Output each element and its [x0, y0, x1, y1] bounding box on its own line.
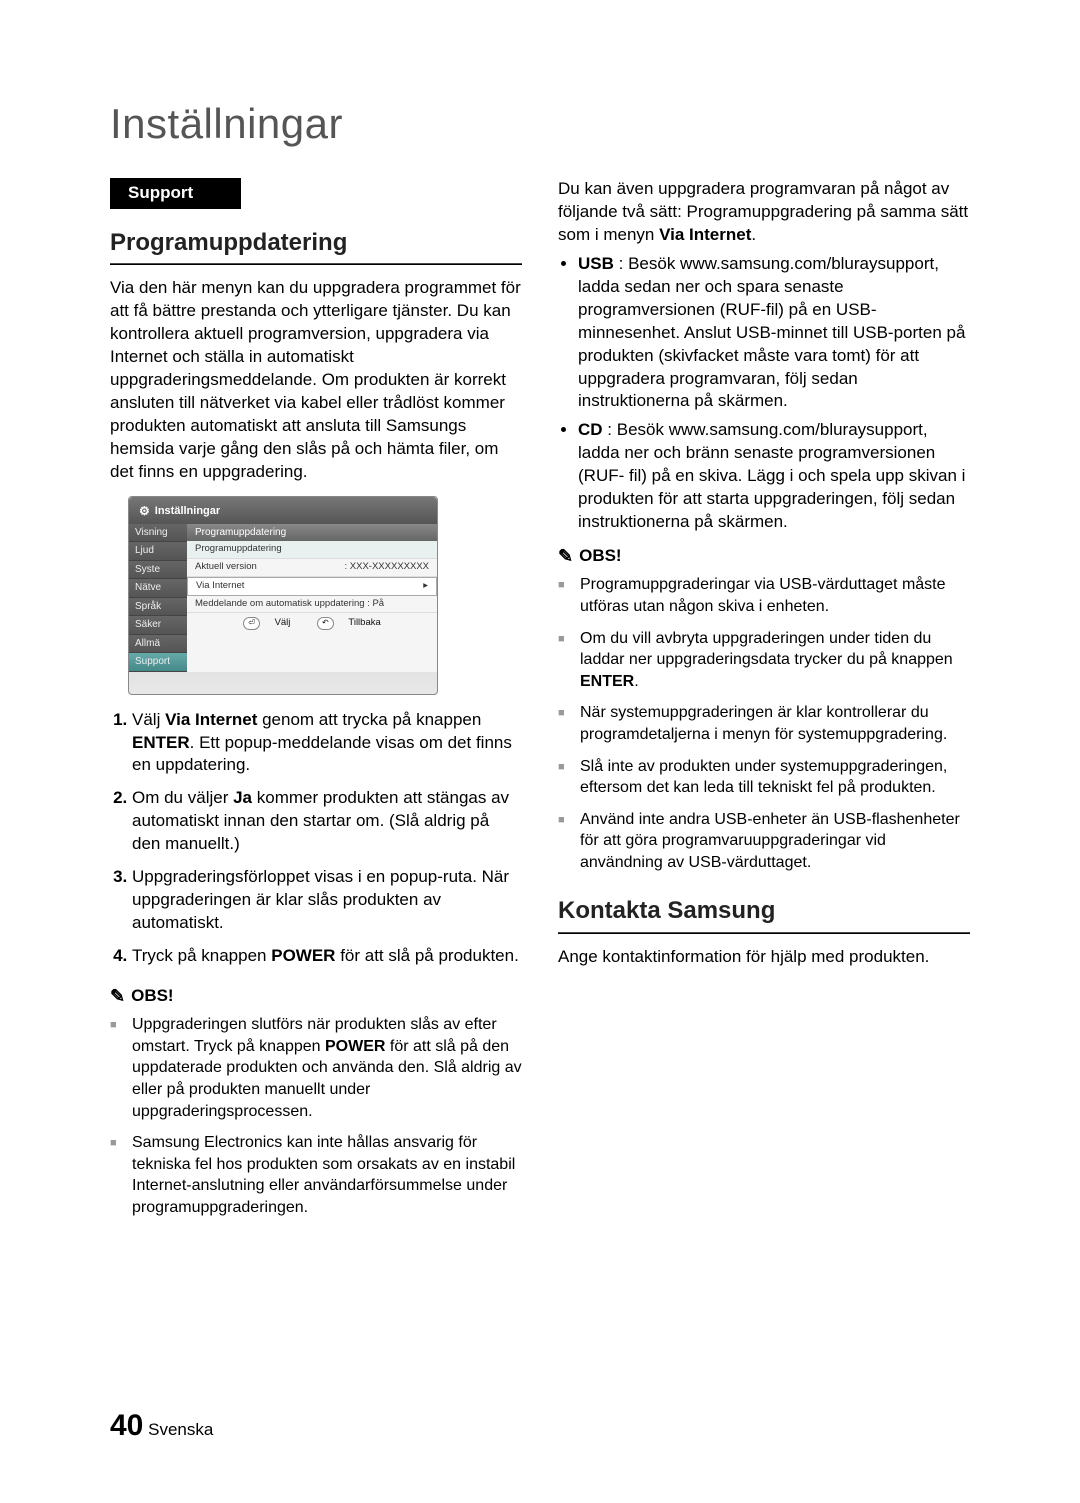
- steps-list: Välj Via Internet genom att trycka på kn…: [110, 709, 522, 968]
- settings-ui-mock: Inställningar Visning Ljud Syste Nätve S…: [128, 496, 438, 695]
- ui-side-item: Visning: [129, 524, 187, 543]
- ui-side-item: Språk: [129, 598, 187, 617]
- ui-side-item: Syste: [129, 561, 187, 580]
- note-label: OBS!: [131, 985, 174, 1008]
- ui-main-head: Programuppdatering: [187, 524, 437, 542]
- right-column: Du kan även uppgradera programvaran på n…: [558, 178, 970, 1229]
- step: Välj Via Internet genom att trycka på kn…: [132, 709, 522, 778]
- note-item: Programuppgraderingar via USB-värduttage…: [580, 574, 970, 617]
- ui-side-item: Ljud: [129, 542, 187, 561]
- ui-side-item: Nätve: [129, 579, 187, 598]
- divider: [110, 263, 522, 265]
- note-item: Uppgraderingen slutförs när produkten sl…: [132, 1014, 522, 1122]
- ui-main: Programuppdatering Programuppdatering Ak…: [187, 524, 437, 672]
- ui-footer: ⏎ Välj ↶ Tillbaka: [187, 613, 437, 634]
- note-header: ✎ OBS!: [110, 984, 522, 1008]
- ui-titlebar: Inställningar: [129, 497, 437, 524]
- ui-row: Programuppdatering: [187, 541, 437, 559]
- ui-side-item: Säker: [129, 616, 187, 635]
- step: Om du väljer Ja kommer produkten att stä…: [132, 787, 522, 856]
- note-icon: ✎: [110, 984, 125, 1008]
- method-item: CD : Besök www.samsung.com/bluraysupport…: [578, 419, 970, 534]
- ui-side-item-selected: Support: [129, 653, 187, 672]
- heading-kontakta: Kontakta Samsung: [558, 895, 970, 927]
- left-column: Support Programuppdatering Via den här m…: [110, 178, 522, 1229]
- step: Tryck på knappen POWER för att slå på pr…: [132, 945, 522, 968]
- ui-sidebar: Visning Ljud Syste Nätve Språk Säker All…: [129, 524, 187, 672]
- page-footer: 40 Svenska: [110, 1409, 970, 1443]
- step: Uppgraderingsförloppet visas i en popup-…: [132, 866, 522, 935]
- note-header: ✎ OBS!: [558, 544, 970, 568]
- method-list: USB : Besök www.samsung.com/bluraysuppor…: [558, 253, 970, 534]
- heading-programuppdatering: Programuppdatering: [110, 227, 522, 259]
- gear-icon: [139, 503, 150, 520]
- ui-side-item: Allmä: [129, 635, 187, 654]
- page-number: 40: [110, 1409, 143, 1442]
- note-label: OBS!: [579, 545, 622, 568]
- note-item: Slå inte av produkten under systemuppgra…: [580, 756, 970, 799]
- page-language: Svenska: [148, 1420, 213, 1439]
- note-item: Använd inte andra USB-enheter än USB-fla…: [580, 809, 970, 874]
- note-list: Uppgraderingen slutförs när produkten sl…: [110, 1014, 522, 1218]
- support-tag: Support: [110, 178, 241, 209]
- divider: [558, 932, 970, 934]
- ui-row: Meddelande om automatisk uppdatering : P…: [187, 596, 437, 614]
- intro-text: Via den här menyn kan du uppgradera prog…: [110, 277, 522, 483]
- ui-row: Aktuell version: XXX-XXXXXXXXX: [187, 559, 437, 577]
- note-item: Om du vill avbryta uppgraderingen under …: [580, 628, 970, 693]
- note-item: Samsung Electronics kan inte hållas ansv…: [132, 1132, 522, 1218]
- right-intro: Du kan även uppgradera programvaran på n…: [558, 178, 970, 247]
- note-item: När systemuppgraderingen är klar kontrol…: [580, 702, 970, 745]
- ui-row: Via Internet▸: [187, 577, 437, 596]
- ui-title: Inställningar: [155, 504, 220, 519]
- page-title: Inställningar: [110, 100, 970, 148]
- note-icon: ✎: [558, 544, 573, 568]
- note-list: Programuppgraderingar via USB-värduttage…: [558, 574, 970, 873]
- kontakta-text: Ange kontaktinformation för hjälp med pr…: [558, 946, 970, 969]
- method-item: USB : Besök www.samsung.com/bluraysuppor…: [578, 253, 970, 414]
